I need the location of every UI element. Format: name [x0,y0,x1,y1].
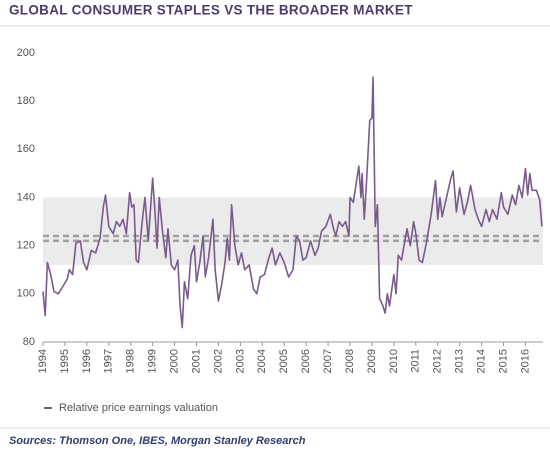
x-tick-label: 2014 [476,349,488,373]
x-tick-label: 2012 [432,349,444,373]
legend-label: Relative price earnings valuation [59,402,218,414]
y-tick-label: 100 [17,288,35,300]
x-tick-label: 2015 [497,349,509,373]
x-tick-label: 2016 [519,349,531,373]
x-tick-label: 2001 [190,349,202,373]
y-tick-label: 180 [17,95,35,107]
x-tick-label: 1994 [37,349,49,373]
x-tick-label: 2003 [234,349,246,373]
x-tick-label: 2006 [300,349,312,373]
x-tick-label: 1997 [103,349,115,373]
y-tick-label: 200 [17,47,35,59]
x-tick-label: 2000 [168,349,180,373]
data-line [42,76,543,329]
x-tick-label: 2004 [256,349,268,373]
y-tick-label: 160 [17,143,35,155]
x-tick-label: 2007 [322,349,334,373]
y-tick-label: 140 [17,191,35,203]
x-tick-label: 1996 [81,349,93,373]
x-tick-label: 2011 [410,349,422,373]
x-tick-label: 2005 [278,349,290,373]
x-tick-label: 2013 [454,349,466,373]
x-tick-label: 1998 [125,349,137,373]
x-tick-label: 2008 [344,349,356,373]
x-tick-label: 2002 [212,349,224,373]
source: Sources: Thomson One, IBES, Morgan Stanl… [9,435,306,447]
y-tick-label: 80 [23,336,35,348]
x-tick-label: 2009 [366,349,378,373]
reference-band [43,197,543,265]
x-tick-label: 2010 [388,349,400,373]
x-tick-label: 1999 [147,349,159,373]
y-tick-label: 120 [17,240,35,252]
chart-title: GLOBAL CONSUMER STAPLES VS THE BROADER M… [9,3,413,18]
x-tick-label: 1995 [59,349,71,373]
